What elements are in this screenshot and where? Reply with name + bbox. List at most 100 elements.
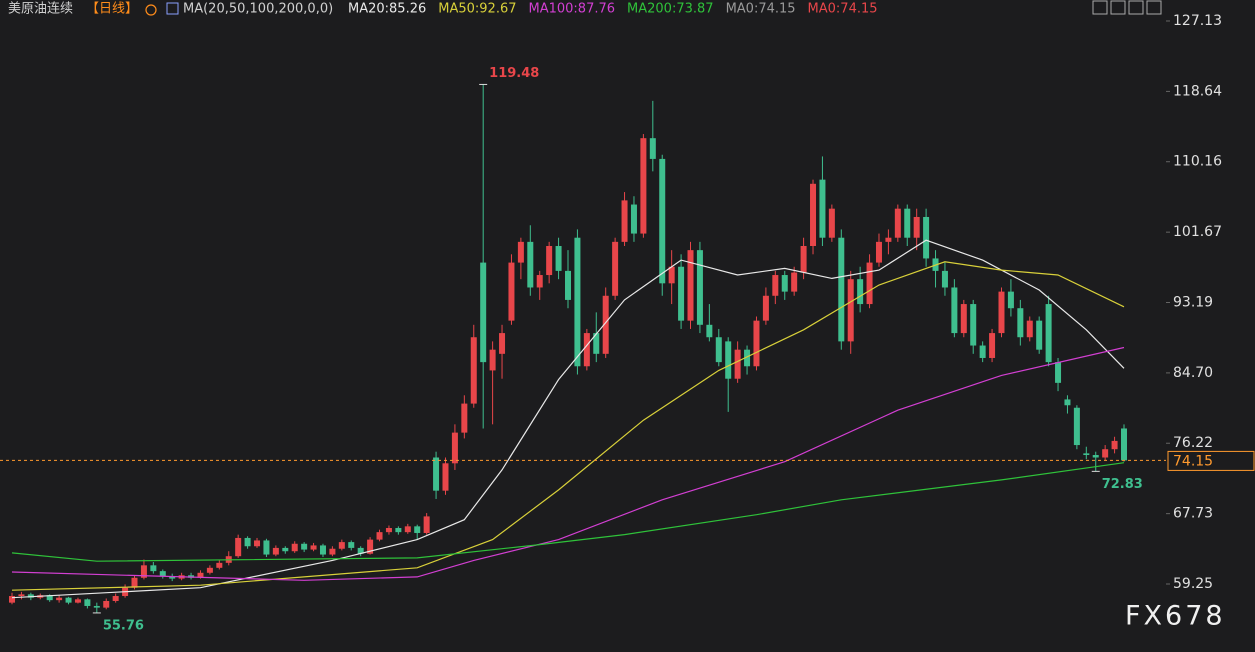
candle-body: [744, 349, 751, 367]
legend-entry: MA50:92.67: [438, 2, 516, 17]
candle-body: [1102, 449, 1109, 458]
candle-body: [612, 241, 619, 296]
candle-body: [989, 333, 996, 358]
candle-body: [753, 320, 760, 367]
last-price-box: [1167, 450, 1255, 471]
candle-body: [1026, 320, 1033, 338]
candle-body: [696, 250, 703, 325]
candle-body: [235, 537, 242, 557]
legend-entry: MA0:74.15: [808, 2, 878, 17]
candle-body: [546, 246, 553, 276]
candle-body: [367, 539, 374, 554]
candle-body: [404, 526, 411, 533]
settings-icon[interactable]: [145, 4, 157, 16]
candle-body: [1083, 453, 1090, 456]
candle-body: [640, 138, 647, 234]
candle-body: [131, 577, 138, 588]
indicator-icon[interactable]: [166, 2, 179, 15]
y-tick-label: 59.25: [1173, 576, 1213, 592]
candle-body: [715, 337, 722, 363]
candle-body: [1055, 362, 1062, 383]
y-tick-label: 93.19: [1173, 294, 1213, 310]
candle-body: [376, 532, 383, 540]
candle-body: [1017, 308, 1024, 338]
period: 【日线】: [86, 2, 138, 17]
candle-body: [84, 599, 91, 606]
candle-body: [866, 262, 873, 305]
candle-body: [536, 275, 543, 288]
candle-body: [772, 275, 779, 296]
candle-body: [112, 596, 119, 601]
candle-body: [480, 262, 487, 363]
candle-body: [470, 337, 477, 404]
candle-body: [791, 272, 798, 292]
candle-body: [499, 333, 506, 354]
candle-body: [1045, 304, 1052, 363]
candle-body: [527, 241, 534, 288]
candle-body: [1111, 440, 1118, 450]
y-tick-label: 67.73: [1173, 506, 1213, 522]
y-tick-label: 76.22: [1173, 435, 1213, 451]
candle-body: [244, 537, 251, 547]
candle-body: [668, 266, 675, 284]
candle-body: [254, 540, 261, 547]
legend-entry: MA200:73.87: [627, 2, 714, 17]
candle-body: [517, 241, 524, 263]
candle-body: [169, 576, 176, 579]
candle-body: [923, 216, 930, 259]
tool-button[interactable]: [1092, 0, 1108, 15]
candle-body: [649, 138, 656, 159]
candle-body: [904, 208, 911, 238]
candle-body: [451, 432, 458, 464]
candle-body: [348, 542, 355, 548]
candle-body: [27, 594, 34, 598]
candle-body: [857, 279, 864, 305]
chart-title: 美原油连续: [8, 1, 73, 17]
tool-button[interactable]: [1146, 0, 1162, 15]
candle-body: [828, 208, 835, 238]
legend-entry: MA100:87.76: [529, 2, 616, 17]
candle-body: [461, 403, 468, 433]
candle-body: [489, 349, 496, 371]
candle-body: [433, 457, 440, 491]
candle-body: [263, 540, 270, 555]
candle-body: [1121, 428, 1127, 461]
candle-body: [103, 600, 110, 608]
candle-body: [894, 208, 901, 238]
candle-body: [301, 543, 308, 550]
candle-body: [385, 528, 392, 533]
y-tick-label: 84.70: [1173, 365, 1213, 381]
candle-body: [1092, 455, 1099, 458]
y-tick-label: 127.13: [1173, 13, 1222, 29]
candle-body: [206, 567, 213, 573]
candle-body: [602, 295, 609, 354]
candle-body: [1073, 407, 1080, 446]
candle-body: [197, 572, 204, 578]
legend-entry: MA20:85.26: [348, 2, 426, 17]
candle-body: [1036, 320, 1043, 350]
candle-body: [93, 605, 100, 608]
candle-body: [140, 565, 147, 578]
tool-button[interactable]: [1128, 0, 1144, 15]
annotation: 119.48: [489, 66, 539, 81]
candle-body: [1064, 399, 1071, 406]
candle-body: [593, 333, 600, 354]
tool-button[interactable]: [1110, 0, 1126, 15]
candle-body: [329, 548, 336, 555]
candle-body: [913, 216, 920, 238]
candle-body: [555, 246, 562, 271]
candle-body: [282, 547, 289, 552]
candle-body: [216, 562, 223, 568]
candle-body: [159, 571, 166, 577]
candle-body: [762, 295, 769, 321]
candle-body: [706, 324, 713, 338]
candle-body: [583, 333, 590, 367]
indicator: MA(20,50,100,200,0,0): [183, 2, 333, 17]
ma-line: [11, 346, 1125, 581]
candle-body: [810, 183, 817, 247]
candle-body: [687, 250, 694, 321]
candle-body: [979, 345, 986, 358]
